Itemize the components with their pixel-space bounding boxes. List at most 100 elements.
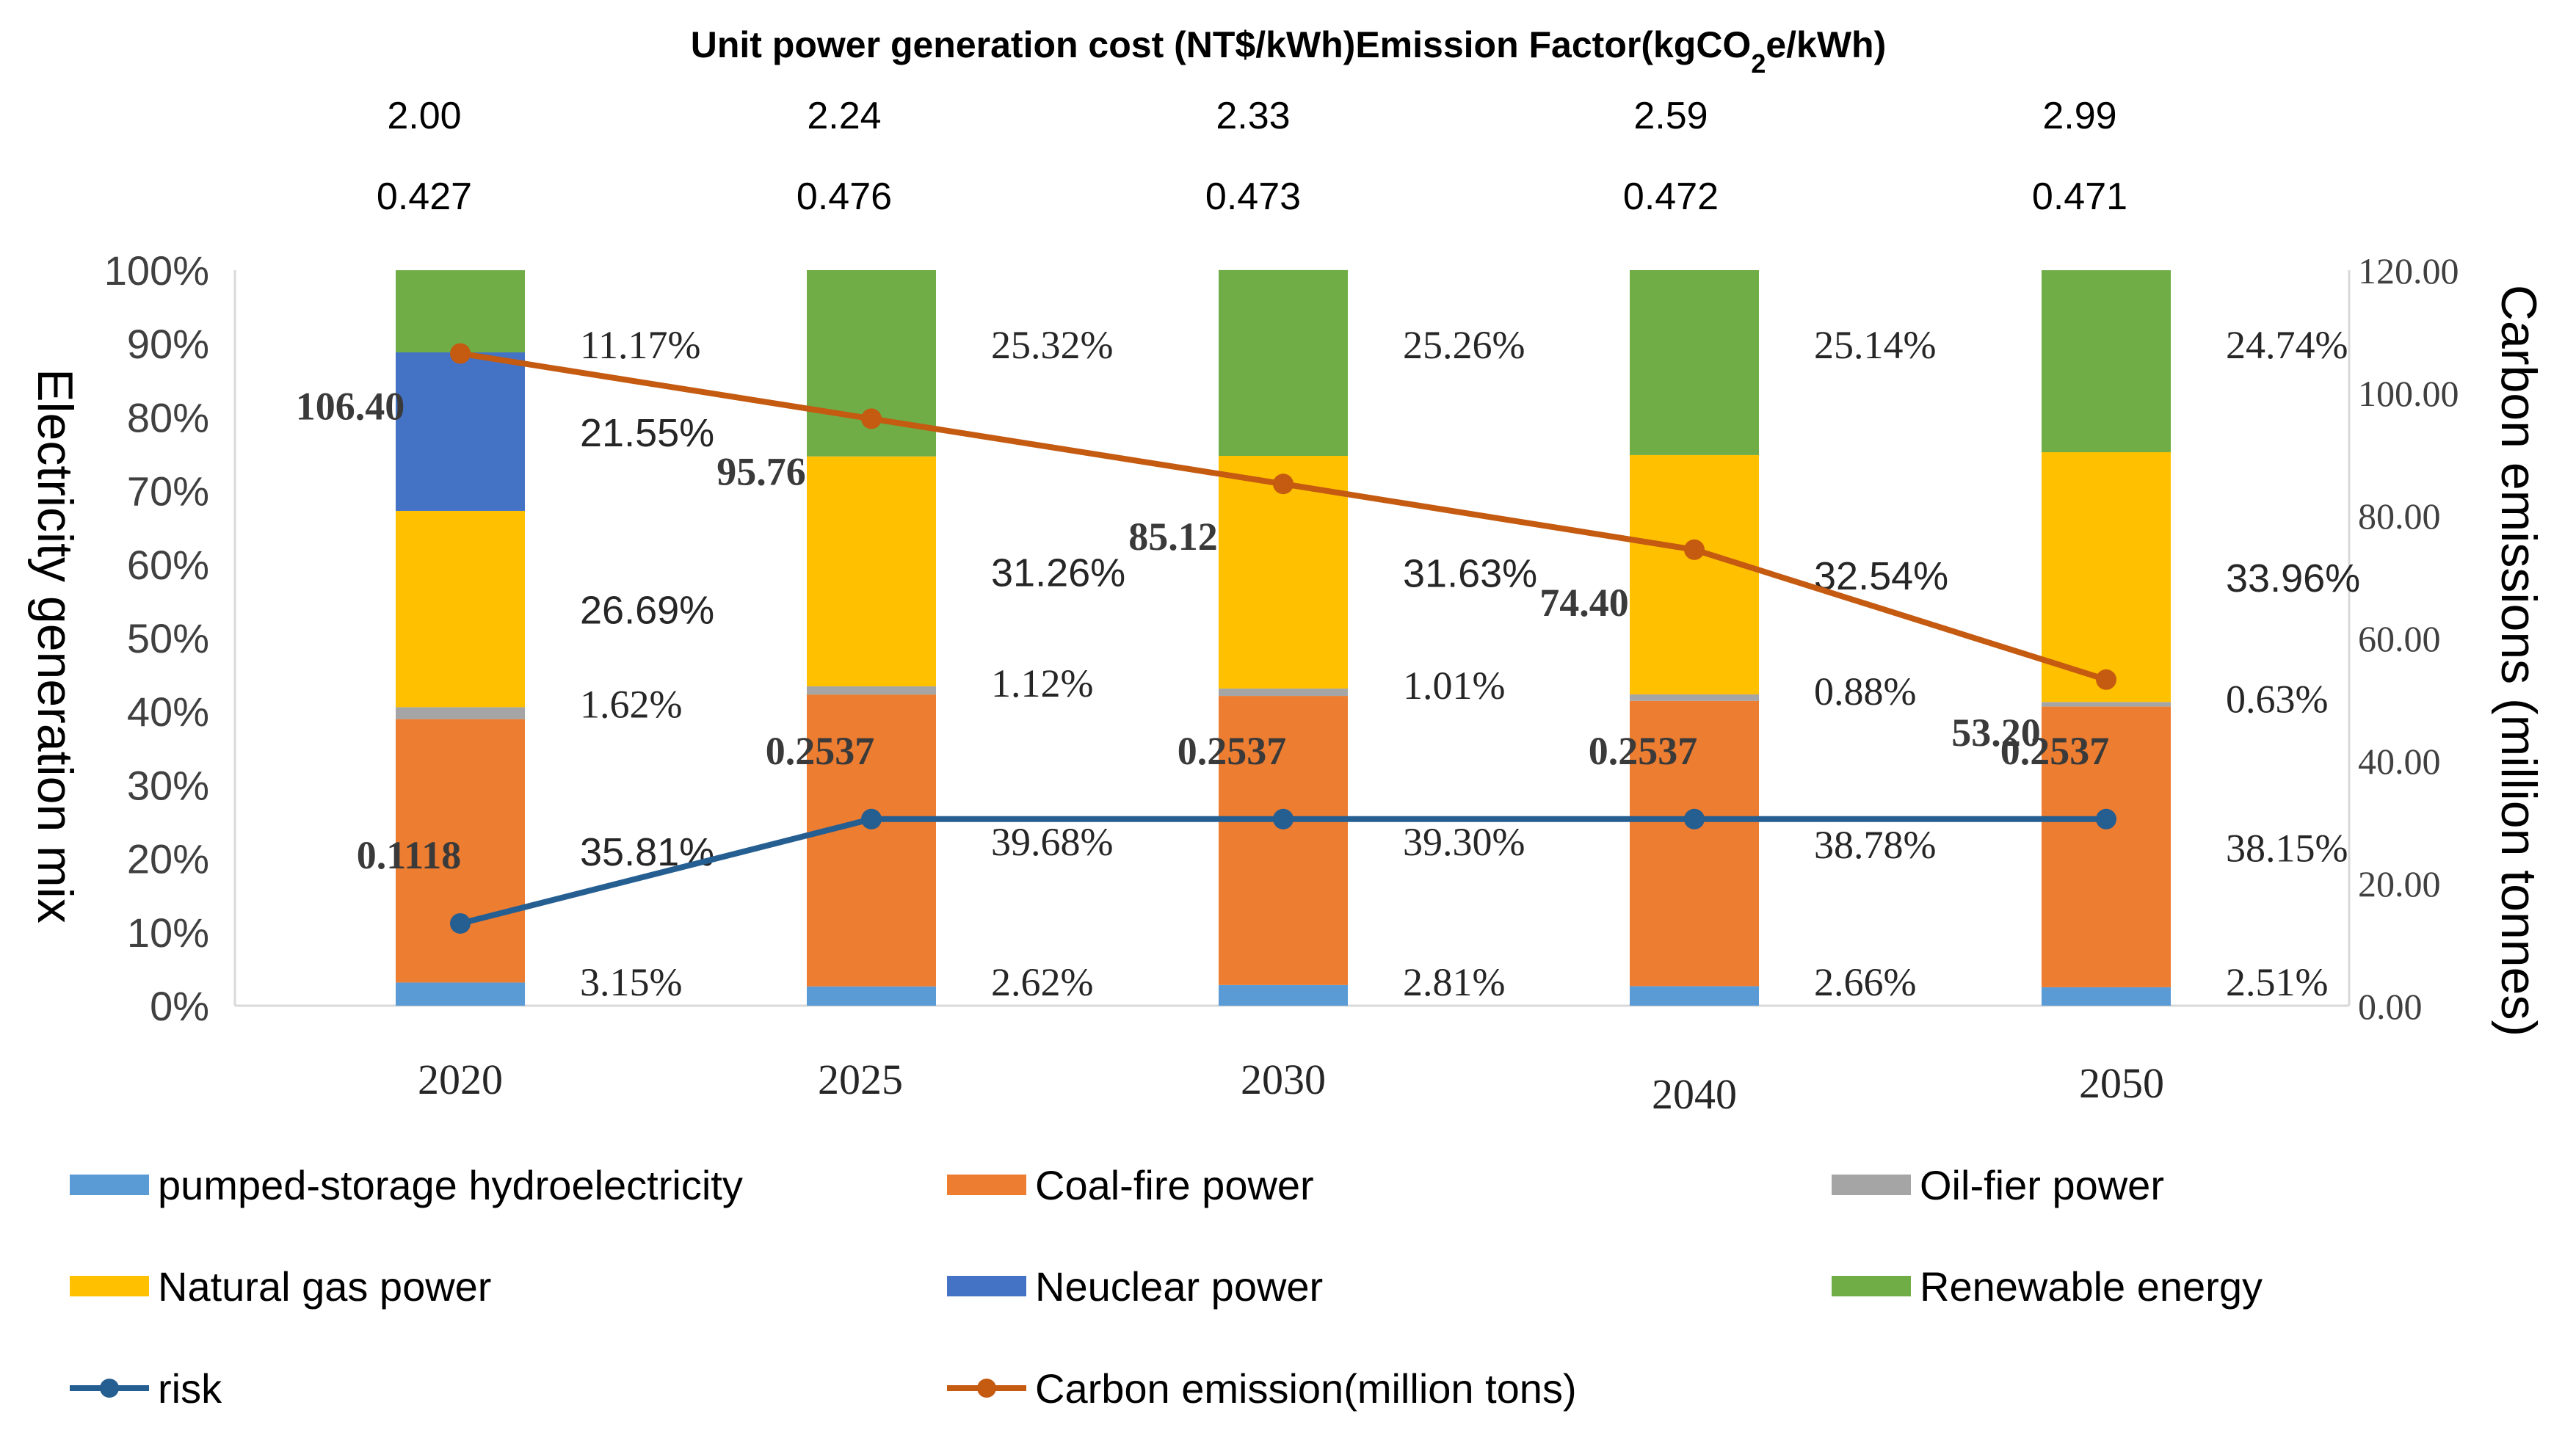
risk-point bbox=[2096, 808, 2116, 830]
bar-segment-oil-fier-power bbox=[2042, 702, 2171, 707]
segment-value-label: 1.01% bbox=[1403, 664, 1505, 708]
segment-value-label: 25.26% bbox=[1403, 323, 1525, 367]
x-category-label: 2040 bbox=[1652, 1070, 1737, 1118]
legend-label-risk: risk bbox=[158, 1365, 222, 1412]
bar-segment-renewable-energy bbox=[1630, 270, 1759, 455]
bar-segment-coal-fire-power bbox=[807, 694, 936, 987]
bar-segment-renewable-energy bbox=[1219, 269, 1348, 457]
segment-value-label: 1.12% bbox=[991, 661, 1093, 705]
unit-cost-value: 2.59 bbox=[1633, 95, 1708, 137]
right-tick-label: 80.00 bbox=[2358, 496, 2441, 537]
left-tick-label: 40% bbox=[127, 689, 209, 735]
segment-value-label: 39.30% bbox=[1403, 820, 1525, 864]
segment-value-label: 38.78% bbox=[1814, 823, 1936, 867]
bar-segment-pumped-storage-hydroelectricity bbox=[1219, 984, 1348, 1006]
x-category-label: 2030 bbox=[1241, 1056, 1326, 1103]
segment-value-label: 21.55% bbox=[580, 411, 714, 455]
risk-point bbox=[450, 912, 471, 934]
risk-value-label: 0.2537 bbox=[2000, 729, 2110, 773]
legend-swatch-renewable-energy bbox=[1832, 1276, 1911, 1296]
legend-label-neuclear-power: Neuclear power bbox=[1035, 1263, 1323, 1310]
segment-value-label: 35.81% bbox=[580, 830, 714, 874]
left-tick-label: 50% bbox=[127, 615, 209, 661]
carbon-emission-value-label: 74.40 bbox=[1539, 581, 1629, 625]
risk-value-label: 0.2537 bbox=[1589, 729, 1698, 773]
legend-swatch-neuclear-power bbox=[947, 1276, 1026, 1296]
segment-value-label: 33.96% bbox=[2226, 556, 2360, 600]
carbon-emission-point bbox=[1273, 473, 1294, 495]
unit-cost-value: 2.00 bbox=[387, 95, 461, 137]
bar-segment-pumped-storage-hydroelectricity bbox=[2042, 987, 2171, 1006]
segment-value-label: 1.62% bbox=[580, 682, 682, 726]
segment-value-label: 25.14% bbox=[1814, 323, 1936, 367]
bar-segment-natural-gas-power bbox=[1219, 456, 1348, 689]
unit-cost-value: 2.33 bbox=[1216, 95, 1290, 137]
risk-value-label: 0.2537 bbox=[1178, 729, 1287, 773]
bar-segment-renewable-energy bbox=[396, 270, 525, 353]
carbon-emission-point bbox=[450, 343, 471, 364]
carbon-emission-point bbox=[861, 408, 882, 429]
bar-segment-coal-fire-power bbox=[2042, 706, 2171, 987]
bar-segment-coal-fire-power bbox=[1219, 696, 1348, 985]
bar-segment-oil-fier-power bbox=[1219, 688, 1348, 697]
left-tick-label: 30% bbox=[127, 762, 209, 808]
carbon-emission-value-label: 85.12 bbox=[1128, 515, 1218, 559]
legend-swatch-oil-fier-power bbox=[1832, 1175, 1911, 1195]
emission-factor-value: 0.427 bbox=[377, 175, 472, 218]
legend-label-coal-fire-power: Coal-fire power bbox=[1035, 1162, 1314, 1208]
segment-value-label: 2.66% bbox=[1814, 960, 1916, 1004]
right-tick-label: 0.00 bbox=[2358, 986, 2423, 1027]
carbon-emission-point bbox=[2096, 669, 2116, 690]
legend-marker-carbon-emission-million-tons bbox=[977, 1379, 996, 1398]
segment-value-label: 11.17% bbox=[580, 323, 700, 367]
bar-segment-natural-gas-power bbox=[807, 456, 936, 686]
segment-value-label: 38.15% bbox=[2226, 827, 2348, 871]
bar-segment-natural-gas-power bbox=[1630, 454, 1759, 694]
carbon-emission-point bbox=[1684, 539, 1705, 560]
carbon-emission-value-label: 106.40 bbox=[296, 385, 405, 429]
legend-label-natural-gas-power: Natural gas power bbox=[158, 1263, 491, 1310]
right-axis-title: Carbon emissions (million tonnes) bbox=[2491, 285, 2547, 1037]
emission-factor-value: 0.473 bbox=[1205, 175, 1301, 218]
left-tick-label: 90% bbox=[127, 321, 209, 367]
segment-value-label: 0.88% bbox=[1814, 669, 1916, 714]
bar-segment-coal-fire-power bbox=[396, 719, 525, 983]
x-category-label: 2020 bbox=[418, 1056, 503, 1103]
legend-swatch-natural-gas-power bbox=[70, 1276, 149, 1296]
bar-segment-coal-fire-power bbox=[1630, 700, 1759, 987]
left-tick-label: 100% bbox=[104, 247, 209, 294]
right-tick-label: 20.00 bbox=[2358, 863, 2441, 904]
emission-factor-value: 0.472 bbox=[1623, 175, 1719, 218]
bar-segment-oil-fier-power bbox=[396, 707, 525, 719]
bar-segment-neuclear-power bbox=[396, 352, 525, 511]
legend-label-carbon-emission-million-tons: Carbon emission(million tons) bbox=[1035, 1365, 1577, 1412]
segment-value-label: 3.15% bbox=[580, 960, 682, 1004]
emission-factor-value: 0.476 bbox=[797, 175, 892, 218]
risk-point bbox=[1273, 808, 1294, 830]
right-tick-label: 100.00 bbox=[2358, 373, 2459, 414]
unit-cost-value: 2.99 bbox=[2042, 95, 2116, 137]
legend-swatch-coal-fire-power bbox=[947, 1175, 1026, 1195]
carbon-emission-value-label: 53.20 bbox=[1951, 711, 2041, 755]
segment-value-label: 2.81% bbox=[1403, 960, 1505, 1004]
x-category-label: 2025 bbox=[818, 1056, 903, 1103]
bar-segment-pumped-storage-hydroelectricity bbox=[807, 986, 936, 1006]
bar-segment-oil-fier-power bbox=[1630, 694, 1759, 701]
segment-value-label: 25.32% bbox=[991, 323, 1113, 367]
bar-segment-renewable-energy bbox=[2042, 270, 2171, 452]
legend-swatch-pumped-storage-hydroelectricity bbox=[70, 1175, 149, 1195]
bar-segment-pumped-storage-hydroelectricity bbox=[396, 982, 525, 1006]
segment-value-label: 2.51% bbox=[2226, 960, 2328, 1004]
segment-value-label: 31.63% bbox=[1403, 551, 1537, 595]
segment-value-label: 39.68% bbox=[991, 820, 1113, 864]
right-tick-label: 60.00 bbox=[2358, 618, 2441, 659]
risk-point bbox=[861, 808, 882, 830]
legend-label-renewable-energy: Renewable energy bbox=[1920, 1263, 2263, 1310]
bar-segment-pumped-storage-hydroelectricity bbox=[1630, 986, 1759, 1006]
bar-segment-natural-gas-power bbox=[396, 510, 525, 708]
bar-segment-natural-gas-power bbox=[2042, 451, 2171, 703]
left-tick-label: 20% bbox=[127, 836, 209, 882]
left-tick-label: 70% bbox=[127, 468, 209, 515]
right-tick-label: 40.00 bbox=[2358, 741, 2441, 782]
